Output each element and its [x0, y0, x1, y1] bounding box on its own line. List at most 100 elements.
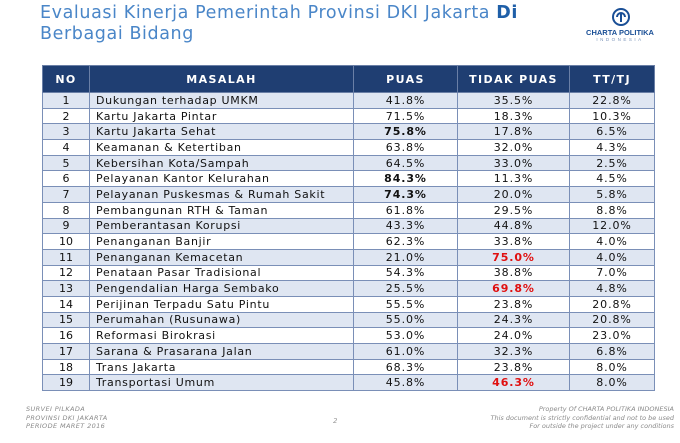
cell-tidak-puas: 23.8%: [457, 295, 570, 313]
cell-no: 4: [42, 139, 90, 156]
cell-puas: 61.8%: [353, 201, 458, 219]
cell-tidak-puas: 24.3%: [457, 311, 570, 329]
table-row: 17 Sarana & Prasarana Jalan 61.0% 32.3% 6.8%: [42, 343, 655, 360]
table-row: 3 Kartu Jakarta Sehat 75.8% 17.8% 6.5%: [42, 123, 655, 141]
cell-tidak-puas: 18.3%: [457, 107, 570, 125]
cell-tidak-puas: 46.3%: [457, 374, 570, 392]
property-line: Property Of CHARTA POLITIKA INDONESIA: [538, 405, 674, 413]
title-text: Evaluasi Kinerja Pemerintah Provinsi DKI…: [40, 3, 497, 23]
cell-tt-tj: 6.8%: [569, 343, 655, 360]
cell-tidak-puas: 44.8%: [457, 217, 570, 235]
cell-tt-tj: 23.0%: [569, 327, 655, 344]
cell-masalah: Penanganan Banjir: [89, 233, 354, 250]
cell-no: 5: [42, 154, 90, 172]
cell-tidak-puas: 69.8%: [457, 280, 570, 297]
cell-tt-tj: 8.8%: [569, 201, 655, 219]
cell-puas: 21.0%: [353, 248, 458, 266]
cell-masalah: Perijinan Terpadu Satu Pintu: [89, 295, 354, 313]
survey-region: PROVINSI DKI JAKARTA: [26, 413, 108, 422]
table-row: 8 Pembangunan RTH & Taman 61.8% 29.5% 8.8%: [42, 201, 655, 219]
cell-puas: 68.3%: [353, 358, 458, 376]
cell-masalah: Sarana & Prasarana Jalan: [89, 343, 354, 360]
cell-masalah: Kartu Jakarta Sehat: [89, 123, 354, 141]
cell-tidak-puas: 24.0%: [457, 327, 570, 344]
confidentiality-note: Property Of CHARTA POLITIKA INDONESIA Th…: [491, 405, 674, 431]
logo-subtitle: INDONESIA: [596, 37, 644, 42]
header-puas: PUAS: [353, 65, 458, 93]
cell-tt-tj: 2.5%: [569, 154, 655, 172]
table-row: 2 Kartu Jakarta Pintar 71.5% 18.3% 10.3%: [42, 107, 655, 125]
cell-masalah: Kebersihan Kota/Sampah: [89, 154, 354, 172]
cell-no: 9: [42, 217, 90, 235]
header-tidak-puas: TIDAK PUAS: [457, 65, 570, 93]
confidential-line: This document is strictly confidential a…: [490, 413, 674, 422]
table-row: 9 Pemberantasan Korupsi 43.3% 44.8% 12.0%: [42, 217, 655, 235]
cell-puas: 25.5%: [353, 280, 458, 297]
cell-puas: 45.8%: [353, 374, 458, 392]
table-row: 5 Kebersihan Kota/Sampah 64.5% 33.0% 2.5%: [42, 154, 655, 172]
cell-puas: 64.5%: [353, 154, 458, 172]
cell-tidak-puas: 32.0%: [457, 139, 570, 156]
header-tt-tj: TT/TJ: [569, 65, 655, 93]
survey-name: SURVEI PILKADA: [26, 405, 86, 413]
table-row: 10 Penanganan Banjir 62.3% 33.8% 4.0%: [42, 233, 655, 250]
cell-no: 7: [42, 186, 90, 203]
table-row: 15 Perumahan (Rusunawa) 55.0% 24.3% 20.8%: [42, 311, 655, 329]
cell-tt-tj: 4.3%: [569, 139, 655, 156]
cell-no: 18: [42, 358, 90, 376]
survey-period: PERIODE MARET 2016: [26, 422, 106, 430]
table-row: 6 Pelayanan Kantor Kelurahan 84.3% 11.3% 4.5…: [42, 170, 655, 188]
title-emphasis: Di: [496, 3, 518, 23]
header-no: NO: [42, 65, 90, 93]
cell-puas: 53.0%: [353, 327, 458, 344]
cell-no: 15: [42, 311, 90, 329]
cell-tidak-puas: 11.3%: [457, 170, 570, 188]
title-line-2: Berbagai Bidang: [40, 24, 194, 44]
table-row: 4 Keamanan & Ketertiban 63.8% 32.0% 4.3%: [42, 139, 655, 156]
table-row: 16 Reformasi Birokrasi 53.0% 24.0% 23.0%: [42, 327, 655, 344]
conditions-line: For outside the project under any condit…: [529, 422, 674, 430]
cell-tidak-puas: 20.0%: [457, 186, 570, 203]
cell-puas: 43.3%: [353, 217, 458, 235]
table-row: 7 Pelayanan Puskesmas & Rumah Sakit 74.3% 2…: [42, 186, 655, 203]
cell-tt-tj: 22.8%: [569, 92, 655, 109]
page-number: 2: [333, 417, 338, 425]
cell-masalah: Perumahan (Rusunawa): [89, 311, 354, 329]
cell-masalah: Penataan Pasar Tradisional: [89, 264, 354, 282]
charta-politika-logo: CHARTA POLITIKA INDONESIA: [570, 8, 670, 48]
table-row: 13 Pengendalian Harga Sembako 25.5% 69.8% 4.…: [42, 280, 655, 297]
table-header-row: NO MASALAH PUAS TIDAK PUAS TT/TJ: [42, 65, 655, 93]
cell-masalah: Pengendalian Harga Sembako: [89, 280, 354, 297]
cell-puas: 75.8%: [353, 123, 458, 141]
cell-no: 10: [42, 233, 90, 250]
cell-tt-tj: 20.8%: [569, 295, 655, 313]
cell-masalah: Pemberantasan Korupsi: [89, 217, 354, 235]
cell-no: 16: [42, 327, 90, 344]
cell-tt-tj: 10.3%: [569, 107, 655, 125]
cell-masalah: Reformasi Birokrasi: [89, 327, 354, 344]
cell-no: 2: [42, 107, 90, 125]
cell-masalah: Pelayanan Kantor Kelurahan: [89, 170, 354, 188]
cell-masalah: Pelayanan Puskesmas & Rumah Sakit: [89, 186, 354, 203]
cell-masalah: Dukungan terhadap UMKM: [89, 92, 354, 109]
cell-puas: 54.3%: [353, 264, 458, 282]
cell-tt-tj: 6.5%: [569, 123, 655, 141]
cell-puas: 55.5%: [353, 295, 458, 313]
table-row: 1 Dukungan terhadap UMKM 41.8% 35.5% 22.8%: [42, 92, 655, 109]
cell-tt-tj: 4.5%: [569, 170, 655, 188]
cell-masalah: Penanganan Kemacetan: [89, 248, 354, 266]
cell-tidak-puas: 35.5%: [457, 92, 570, 109]
cell-tt-tj: 20.8%: [569, 311, 655, 329]
cell-no: 1: [42, 92, 90, 109]
cell-no: 12: [42, 264, 90, 282]
cell-tidak-puas: 33.0%: [457, 154, 570, 172]
cell-no: 3: [42, 123, 90, 141]
cell-tidak-puas: 38.8%: [457, 264, 570, 282]
cell-tidak-puas: 33.8%: [457, 233, 570, 250]
logo-name: CHARTA POLITIKA: [586, 28, 654, 37]
cell-puas: 84.3%: [353, 170, 458, 188]
cell-puas: 62.3%: [353, 233, 458, 250]
cell-puas: 41.8%: [353, 92, 458, 109]
cell-no: 13: [42, 280, 90, 297]
page-title: Evaluasi Kinerja Pemerintah Provinsi DKI…: [40, 3, 560, 45]
